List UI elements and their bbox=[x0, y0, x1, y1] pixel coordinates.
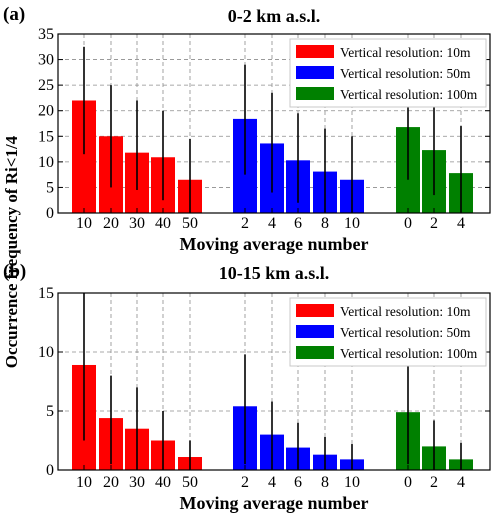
panel-label: (a) bbox=[3, 4, 25, 25]
x-tick-label: 6 bbox=[294, 215, 302, 232]
chart-title: 0-2 km a.s.l. bbox=[228, 6, 321, 26]
x-tick-label: 8 bbox=[321, 215, 329, 232]
y-tick-label: 15 bbox=[38, 128, 54, 145]
legend-swatch bbox=[296, 66, 334, 79]
x-tick-label: 6 bbox=[294, 474, 302, 491]
y-tick-label: 15 bbox=[38, 285, 54, 302]
x-tick-label: 2 bbox=[241, 474, 249, 491]
plot-frame bbox=[57, 33, 491, 214]
legend-label: Vertical resolution: 50m bbox=[340, 66, 471, 81]
legend-swatch bbox=[296, 45, 334, 58]
y-tick-label: 5 bbox=[46, 179, 54, 196]
x-tick-label: 30 bbox=[129, 215, 145, 232]
legend-label: Vertical resolution: 10m bbox=[340, 45, 471, 60]
x-tick-label: 20 bbox=[103, 215, 119, 232]
x-axis-label: Moving average number bbox=[180, 234, 369, 254]
x-tick-label: 50 bbox=[182, 215, 198, 232]
legend-label: Vertical resolution: 50m bbox=[340, 325, 471, 340]
legend-swatch bbox=[296, 87, 334, 100]
x-tick-label: 8 bbox=[321, 474, 329, 491]
x-tick-label: 10 bbox=[344, 474, 360, 491]
plot-frame bbox=[57, 292, 491, 471]
x-tick-label: 10 bbox=[76, 215, 92, 232]
legend-swatch bbox=[296, 304, 334, 317]
x-tick-label: 2 bbox=[430, 215, 438, 232]
y-tick-label: 25 bbox=[38, 77, 54, 94]
x-tick-label: 40 bbox=[155, 215, 171, 232]
y-tick-label: 0 bbox=[46, 462, 54, 479]
y-tick-label: 35 bbox=[38, 26, 54, 43]
y-tick-label: 20 bbox=[38, 103, 54, 120]
x-tick-label: 2 bbox=[430, 474, 438, 491]
x-tick-label: 10 bbox=[76, 474, 92, 491]
x-tick-label: 20 bbox=[103, 474, 119, 491]
y-tick-label: 10 bbox=[38, 154, 54, 171]
y-tick-label: 0 bbox=[46, 205, 54, 222]
y-axis-label: Occurrence frequency of Ri<1/4 bbox=[2, 135, 21, 368]
y-tick-label: 5 bbox=[46, 403, 54, 420]
chart-title: 10-15 km a.s.l. bbox=[219, 263, 330, 283]
x-tick-label: 4 bbox=[268, 474, 276, 491]
x-tick-label: 0 bbox=[404, 215, 412, 232]
y-tick-label: 10 bbox=[38, 344, 54, 361]
panel-label: (b) bbox=[3, 261, 26, 282]
x-tick-label: 10 bbox=[344, 215, 360, 232]
y-tick-label: 30 bbox=[38, 52, 54, 69]
x-tick-label: 30 bbox=[129, 474, 145, 491]
x-tick-label: 0 bbox=[404, 474, 412, 491]
legend-swatch bbox=[296, 325, 334, 338]
legend-label: Vertical resolution: 100m bbox=[340, 87, 478, 102]
legend-swatch bbox=[296, 346, 334, 359]
x-tick-label: 4 bbox=[457, 215, 465, 232]
x-tick-label: 4 bbox=[457, 474, 465, 491]
x-tick-label: 2 bbox=[241, 215, 249, 232]
x-tick-label: 50 bbox=[182, 474, 198, 491]
x-axis-label: Moving average number bbox=[180, 493, 369, 513]
x-tick-label: 4 bbox=[268, 215, 276, 232]
x-tick-label: 40 bbox=[155, 474, 171, 491]
legend-label: Vertical resolution: 10m bbox=[340, 304, 471, 319]
legend-label: Vertical resolution: 100m bbox=[340, 346, 478, 361]
